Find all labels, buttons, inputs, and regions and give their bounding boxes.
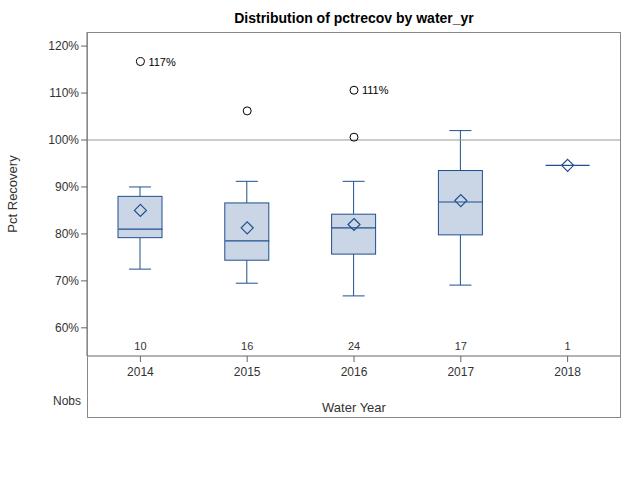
html-text:Distribution of pctrecov by wa: Distribution of pctrecov by water_yr xyxy=(234,10,474,26)
svg-text:117%: 117% xyxy=(148,56,176,68)
svg-text:2015: 2015 xyxy=(234,365,261,379)
svg-text:70%: 70% xyxy=(55,274,79,288)
svg-text:2017: 2017 xyxy=(447,365,474,379)
svg-text:Pct Recovery: Pct Recovery xyxy=(8,155,20,233)
svg-text:120%: 120% xyxy=(48,39,79,53)
svg-text:111%: 111% xyxy=(362,84,389,96)
svg-text:2016: 2016 xyxy=(341,365,368,379)
svg-text:Water Year: Water Year xyxy=(322,400,387,415)
svg-text:16: 16 xyxy=(241,340,253,352)
svg-text:110%: 110% xyxy=(49,86,79,100)
svg-text:10: 10 xyxy=(134,340,146,352)
svg-text:2018: 2018 xyxy=(554,365,581,379)
svg-text:2014: 2014 xyxy=(127,365,154,379)
svg-text:90%: 90% xyxy=(55,180,79,194)
svg-text:24: 24 xyxy=(348,340,360,352)
svg-text:100%: 100% xyxy=(48,133,79,147)
svg-text:80%: 80% xyxy=(55,227,79,241)
html-text:Nobs: Nobs xyxy=(53,394,81,408)
svg-text:60%: 60% xyxy=(55,321,79,335)
svg-text:17: 17 xyxy=(455,340,467,352)
svg-text:1: 1 xyxy=(565,340,571,352)
